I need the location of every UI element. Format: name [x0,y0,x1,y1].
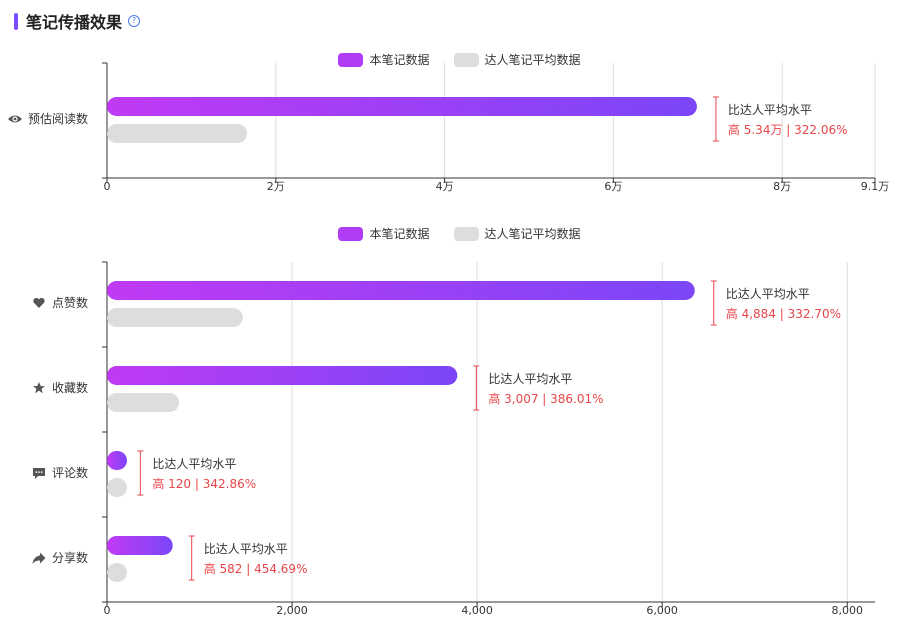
legend-label-avg: 达人笔记平均数据 [484,227,581,241]
bar-average [107,124,248,143]
bar-average [107,478,127,497]
legend-chart-1: 本笔记数据 达人笔记平均数据 [0,51,919,68]
section-title: 笔记传播效果 [26,13,123,32]
category-label: 预估阅读数 [28,111,88,126]
annotation-value: 高 582 | 454.69% [204,561,308,576]
bar-note [107,281,695,300]
legend-item-avg[interactable]: 达人笔记平均数据 [453,51,581,68]
annotation-value: 高 4,884 | 332.70% [726,306,841,321]
category-label: 分享数 [52,550,88,565]
bar-note [107,451,127,470]
x-tick-label: 8万 [773,180,791,193]
legend-chart-2: 本笔记数据 达人笔记平均数据 [0,225,919,242]
x-tick-label: 8,000 [831,604,863,617]
annotation-value: 高 5.34万 | 322.06% [728,122,848,137]
x-tick-label: 6万 [604,180,622,193]
heart-shape [33,297,45,308]
eye-icon [7,115,22,123]
annotation-value: 高 120 | 342.86% [152,476,256,491]
star-icon [32,382,45,394]
annotation-title: 比达人平均水平 [726,287,810,301]
legend-swatch-note [338,52,364,67]
annotation-title: 比达人平均水平 [488,372,572,386]
comment-dot [38,471,40,473]
annotation-title: 比达人平均水平 [728,103,812,117]
bar-average [107,308,243,327]
legend-swatch-avg [453,226,479,241]
annotation-value: 高 3,007 | 386.01% [488,391,603,406]
comment-dot [40,471,43,473]
comment-icon [32,468,45,479]
x-tick-label: 0 [104,604,111,617]
bar-note [107,366,458,385]
legend-label-avg: 达人笔记平均数据 [484,53,581,67]
star-shape [32,382,45,394]
annotation-title: 比达人平均水平 [152,457,236,471]
bar-note [107,536,173,555]
x-tick-label: 2万 [267,180,285,193]
share-shape [32,552,46,564]
x-tick-label: 4万 [436,180,454,193]
legend-swatch-avg [453,52,479,67]
bar-note [107,97,697,116]
comment-shape [32,468,45,479]
title-accent-bar [14,12,18,30]
bar-average [107,563,127,582]
heart-icon [33,297,45,308]
annotation-title: 比达人平均水平 [204,542,288,556]
x-tick-label: 9.1万 [861,180,890,193]
category-label: 评论数 [52,465,88,480]
category-label: 收藏数 [52,380,88,395]
comment-dot [35,471,38,473]
section-header: 笔记传播效果 ? [14,10,141,32]
x-tick-label: 4,000 [461,604,493,617]
legend-swatch-note [338,226,364,241]
category-label: 点赞数 [52,295,88,310]
x-tick-label: 6,000 [646,604,678,617]
legend-item-note[interactable]: 本笔记数据 [338,225,430,242]
x-tick-label: 0 [104,180,111,193]
legend-label-note: 本笔记数据 [369,53,430,67]
eye-pupil [13,117,17,121]
share-icon [32,552,46,564]
legend-item-avg[interactable]: 达人笔记平均数据 [453,225,581,242]
legend-item-note[interactable]: 本笔记数据 [338,51,430,68]
legend-label-note: 本笔记数据 [369,227,430,241]
bar-average [107,393,180,412]
help-icon[interactable]: ? [128,15,141,27]
x-tick-label: 2,000 [276,604,308,617]
